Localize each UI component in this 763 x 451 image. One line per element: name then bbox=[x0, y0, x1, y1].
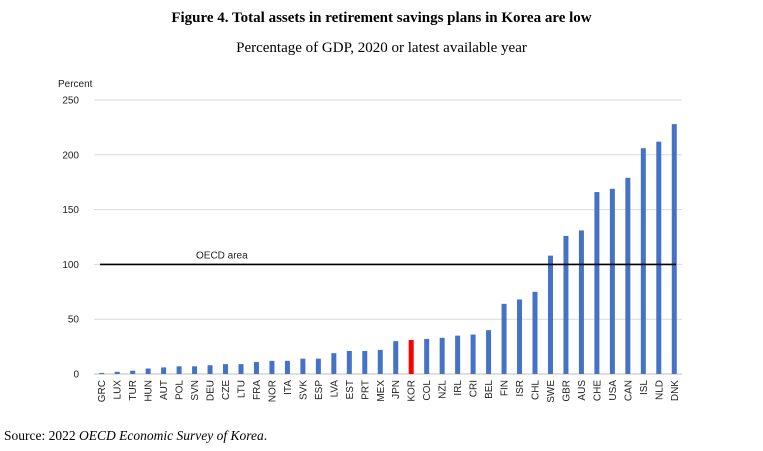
x-tick-label: SVN bbox=[190, 380, 201, 401]
x-tick-label: FRA bbox=[252, 380, 263, 400]
x-tick-label: ISR bbox=[515, 380, 526, 397]
x-tick-label: POL bbox=[175, 380, 186, 400]
x-tick-label: IRL bbox=[453, 380, 464, 396]
source-note: Source: 2022 OECD Economic Survey of Kor… bbox=[4, 428, 267, 444]
source-publication: OECD Economic Survey of Korea bbox=[79, 428, 264, 443]
chart-subtitle: Percentage of GDP, 2020 or latest availa… bbox=[236, 40, 527, 56]
bar-nor bbox=[269, 360, 275, 374]
x-tick-label: AUT bbox=[159, 380, 170, 400]
x-tick-label: ITA bbox=[283, 380, 294, 395]
bar-jpn bbox=[393, 341, 399, 374]
y-tick-label: 100 bbox=[62, 260, 79, 271]
x-tick-label: CHL bbox=[531, 380, 542, 400]
x-tick-label: TUR bbox=[128, 380, 139, 401]
bar-prt bbox=[362, 350, 368, 374]
x-tick-label: SVK bbox=[298, 380, 309, 400]
x-tick-label: AUS bbox=[577, 380, 588, 401]
y-tick-label: 250 bbox=[62, 96, 79, 107]
bar-fra bbox=[253, 361, 259, 374]
bar-usa bbox=[609, 188, 615, 374]
bar-col bbox=[424, 338, 430, 374]
x-tick-label: LUX bbox=[113, 380, 124, 400]
bar-cri bbox=[470, 334, 476, 374]
x-tick-label: LVA bbox=[329, 380, 340, 398]
bar-kor bbox=[408, 340, 414, 374]
bar-cze bbox=[223, 364, 229, 374]
bar-nld bbox=[656, 141, 662, 374]
bar-aut bbox=[161, 367, 167, 374]
x-axis-labels: GRC LUX TUR HUN AUT POL SVN DEU CZE LTU FRA NOR ITA S… bbox=[97, 380, 681, 403]
x-tick-label: DNK bbox=[670, 380, 681, 401]
oecd-reference-label: OECD area bbox=[196, 250, 248, 261]
bar-fin bbox=[501, 303, 507, 374]
bar-mex bbox=[377, 349, 383, 374]
bar-chart: Percent 0 50 100 150 200 250 GRC LUX TUR HUN AUT P… bbox=[58, 79, 682, 403]
x-tick-label: ESP bbox=[314, 380, 325, 400]
bar-lva bbox=[331, 353, 337, 374]
bar-pol bbox=[176, 366, 182, 374]
chart-title: Figure 4. Total assets in retirement sav… bbox=[171, 10, 592, 26]
bar-dnk bbox=[671, 124, 677, 374]
y-axis-ticks: 0 50 100 150 200 250 bbox=[62, 96, 79, 381]
bars bbox=[99, 124, 677, 374]
x-tick-label: NLD bbox=[654, 380, 665, 400]
reference-line-group: OECD area bbox=[100, 250, 676, 266]
bar-lux bbox=[114, 371, 120, 374]
x-tick-label: JPN bbox=[391, 380, 402, 399]
gridlines bbox=[94, 99, 682, 375]
y-tick-label: 200 bbox=[62, 150, 79, 161]
x-tick-label: CZE bbox=[221, 380, 232, 400]
x-tick-label: FIN bbox=[500, 380, 511, 396]
bar-ita bbox=[284, 360, 290, 374]
x-tick-label: GRC bbox=[97, 380, 108, 402]
bar-chl bbox=[532, 291, 538, 374]
bar-can bbox=[625, 177, 631, 374]
bar-swe bbox=[547, 255, 553, 374]
x-tick-label: ISL bbox=[639, 380, 650, 395]
source-prefix: Source: 2022 bbox=[4, 428, 79, 443]
x-tick-label: LTU bbox=[237, 380, 248, 398]
bar-nzl bbox=[439, 337, 445, 374]
y-tick-label: 150 bbox=[62, 205, 79, 216]
x-tick-label: GBR bbox=[561, 380, 572, 402]
bar-aus bbox=[578, 230, 584, 374]
bar-tur bbox=[130, 370, 136, 374]
source-suffix: . bbox=[263, 428, 268, 443]
bar-ltu bbox=[238, 364, 244, 374]
y-tick-label: 0 bbox=[73, 370, 79, 381]
bar-hun bbox=[145, 368, 151, 374]
bar-esp bbox=[315, 358, 321, 374]
x-tick-label: SWE bbox=[546, 380, 557, 403]
x-tick-label: PRT bbox=[360, 380, 371, 400]
x-tick-label: USA bbox=[608, 380, 619, 401]
bar-est bbox=[346, 350, 352, 374]
x-tick-label: CHE bbox=[592, 380, 603, 401]
x-tick-label: BEL bbox=[484, 380, 495, 399]
y-axis-label: Percent bbox=[58, 79, 93, 90]
x-tick-label: DEU bbox=[206, 380, 217, 401]
bar-isr bbox=[517, 299, 523, 374]
x-tick-label: EST bbox=[345, 380, 356, 399]
bar-bel bbox=[486, 330, 492, 374]
bar-gbr bbox=[563, 235, 569, 374]
x-tick-label: NOR bbox=[267, 380, 278, 402]
bar-svk bbox=[300, 358, 306, 374]
bar-irl bbox=[455, 335, 461, 374]
bar-isl bbox=[640, 148, 646, 374]
x-tick-label: COL bbox=[422, 380, 433, 401]
x-tick-label: HUN bbox=[144, 380, 155, 402]
x-tick-label: NZL bbox=[438, 380, 449, 399]
x-tick-label: CAN bbox=[623, 380, 634, 401]
y-tick-label: 50 bbox=[68, 315, 80, 326]
x-tick-label: MEX bbox=[376, 380, 387, 402]
bar-che bbox=[594, 192, 600, 374]
bar-grc bbox=[99, 372, 105, 374]
bar-svn bbox=[192, 366, 198, 374]
x-tick-label: CRI bbox=[469, 380, 480, 397]
bar-deu bbox=[207, 365, 213, 374]
x-tick-label: KOR bbox=[407, 380, 418, 402]
